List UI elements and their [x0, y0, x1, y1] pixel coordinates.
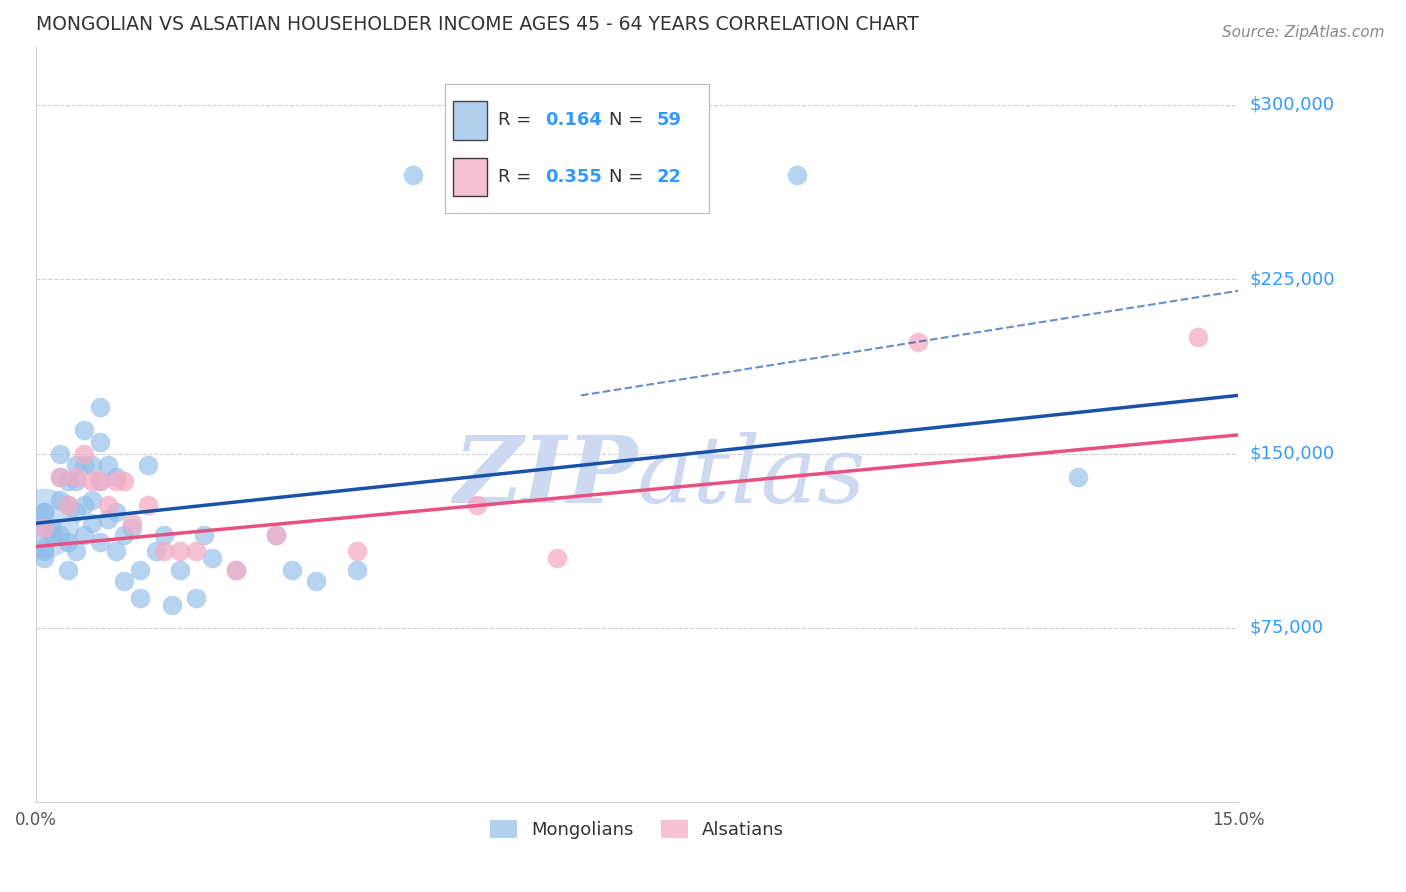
Point [56, 534, 79, 549]
Point [401, 168, 423, 182]
Point [41, 528, 63, 542]
Point [49, 528, 72, 542]
Text: atlas: atlas [637, 433, 866, 523]
Point [32, 540, 55, 554]
Point [105, 475, 128, 489]
Point [89, 534, 111, 549]
Point [1067, 470, 1090, 484]
Point [49, 470, 72, 484]
Point [32, 521, 55, 535]
Point [346, 544, 368, 558]
Point [225, 563, 247, 577]
Point [506, 168, 529, 182]
Text: $225,000: $225,000 [1250, 270, 1334, 288]
Point [305, 574, 328, 589]
Point [112, 528, 135, 542]
Point [136, 498, 159, 512]
Point [65, 470, 87, 484]
Point [56, 498, 79, 512]
Point [105, 544, 128, 558]
Point [65, 505, 87, 519]
Text: $75,000: $75,000 [1250, 619, 1323, 637]
Point [97, 511, 120, 525]
Point [56, 563, 79, 577]
Point [89, 400, 111, 414]
Point [121, 516, 143, 531]
Point [153, 528, 176, 542]
Point [169, 563, 191, 577]
Point [281, 563, 304, 577]
Point [32, 505, 55, 519]
Text: $300,000: $300,000 [1250, 95, 1334, 114]
Text: $150,000: $150,000 [1250, 444, 1334, 463]
Point [32, 544, 55, 558]
Point [266, 528, 288, 542]
Point [80, 475, 103, 489]
Point [186, 591, 208, 605]
Point [112, 475, 135, 489]
Point [129, 591, 152, 605]
Point [129, 563, 152, 577]
Point [193, 528, 215, 542]
Point [80, 516, 103, 531]
Point [112, 574, 135, 589]
Point [89, 475, 111, 489]
Text: MONGOLIAN VS ALSATIAN HOUSEHOLDER INCOME AGES 45 - 64 YEARS CORRELATION CHART: MONGOLIAN VS ALSATIAN HOUSEHOLDER INCOME… [37, 15, 918, 34]
Point [105, 505, 128, 519]
Point [465, 498, 488, 512]
Point [225, 563, 247, 577]
Point [201, 551, 224, 566]
Point [73, 528, 96, 542]
Point [346, 563, 368, 577]
Point [786, 168, 808, 182]
Point [80, 458, 103, 472]
Point [105, 470, 128, 484]
Point [530, 168, 553, 182]
Point [73, 423, 96, 437]
Point [169, 544, 191, 558]
Point [65, 544, 87, 558]
Point [546, 551, 568, 566]
Point [65, 458, 87, 472]
Point [153, 544, 176, 558]
Point [65, 475, 87, 489]
Point [56, 475, 79, 489]
Point [49, 493, 72, 508]
Point [89, 434, 111, 449]
Point [121, 521, 143, 535]
Point [41, 521, 63, 535]
Point [186, 544, 208, 558]
Point [97, 458, 120, 472]
Point [89, 475, 111, 489]
Point [32, 505, 55, 519]
Point [97, 498, 120, 512]
Point [32, 551, 55, 566]
Point [80, 493, 103, 508]
Point [145, 544, 167, 558]
Point [1187, 330, 1209, 344]
Legend: Mongolians, Alsatians: Mongolians, Alsatians [482, 813, 792, 847]
Point [73, 458, 96, 472]
Text: Source: ZipAtlas.com: Source: ZipAtlas.com [1222, 25, 1385, 40]
Point [73, 446, 96, 460]
Point [56, 498, 79, 512]
Point [32, 516, 55, 531]
Point [907, 334, 929, 349]
Point [266, 528, 288, 542]
Point [49, 446, 72, 460]
Point [32, 521, 55, 535]
Point [136, 458, 159, 472]
Point [160, 598, 183, 612]
Point [73, 498, 96, 512]
Point [49, 470, 72, 484]
Text: ZIP: ZIP [453, 433, 637, 523]
